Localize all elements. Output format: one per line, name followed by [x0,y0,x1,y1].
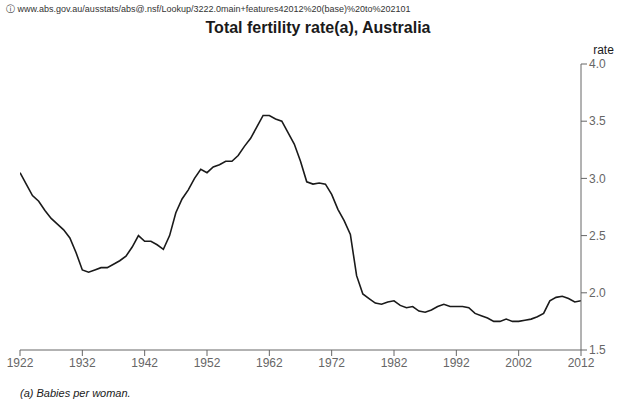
svg-text:1932: 1932 [69,356,96,370]
svg-text:2.0: 2.0 [589,286,606,300]
html-text:Total fertility rate(a), Austr: Total fertility rate(a), Australia [205,19,431,36]
svg-text:2002: 2002 [505,356,532,370]
html-text:(a) Babies per woman.: (a) Babies per woman. [20,387,131,399]
svg-text:1922: 1922 [8,356,34,370]
svg-text:1942: 1942 [131,356,158,370]
svg-text:1962: 1962 [256,356,283,370]
svg-text:rate: rate [593,43,614,57]
svg-text:1.5: 1.5 [589,343,606,357]
html-text:ⓘ www.abs.gov.au/ausstats/abs@: ⓘ www.abs.gov.au/ausstats/abs@.nsf/Looku… [6,4,411,14]
svg-text:1982: 1982 [381,356,408,370]
svg-text:4.0: 4.0 [589,57,606,71]
svg-text:2012: 2012 [568,356,595,370]
svg-text:3.5: 3.5 [589,114,606,128]
svg-text:3.0: 3.0 [589,172,606,186]
svg-text:1972: 1972 [318,356,345,370]
svg-text:1952: 1952 [194,356,221,370]
svg-text:2.5: 2.5 [589,229,606,243]
svg-text:1992: 1992 [443,356,470,370]
